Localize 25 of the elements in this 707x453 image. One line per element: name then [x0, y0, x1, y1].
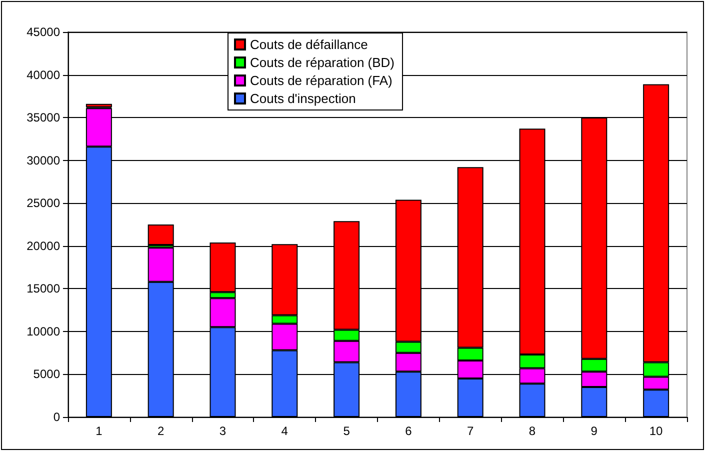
x-tick-label: 1: [96, 424, 103, 438]
y-tick-label: 15000: [26, 282, 60, 296]
x-tick-label: 3: [219, 424, 226, 438]
x-tick-label: 4: [281, 424, 288, 438]
x-tick-label: 5: [343, 424, 350, 438]
y-tick-label: 5000: [33, 367, 60, 382]
x-tick-label: 6: [405, 424, 412, 438]
x-tick-label: 10: [649, 424, 664, 438]
legend-label: Couts de réparation (BD): [250, 55, 395, 70]
legend-label: Couts de réparation (FA): [250, 73, 392, 88]
y-tick-label: 40000: [26, 68, 60, 82]
x-tick-label: 2: [158, 424, 165, 438]
y-tick-label: 35000: [26, 110, 60, 125]
y-tick-label: 10000: [26, 324, 60, 338]
x-tick-label: 7: [467, 424, 474, 438]
legend-label: Couts d'inspection: [250, 91, 356, 106]
y-tick-label: 45000: [26, 25, 60, 39]
y-tick-label: 0: [53, 410, 60, 424]
x-tick-label: 9: [590, 424, 598, 438]
y-tick-label: 30000: [26, 153, 60, 168]
x-tick-label: 8: [528, 424, 536, 438]
y-tick-label: 25000: [26, 196, 60, 210]
bar: [148, 224, 174, 246]
y-tick-label: 20000: [26, 238, 60, 253]
legend-label: Couts de défaillance: [250, 37, 368, 52]
